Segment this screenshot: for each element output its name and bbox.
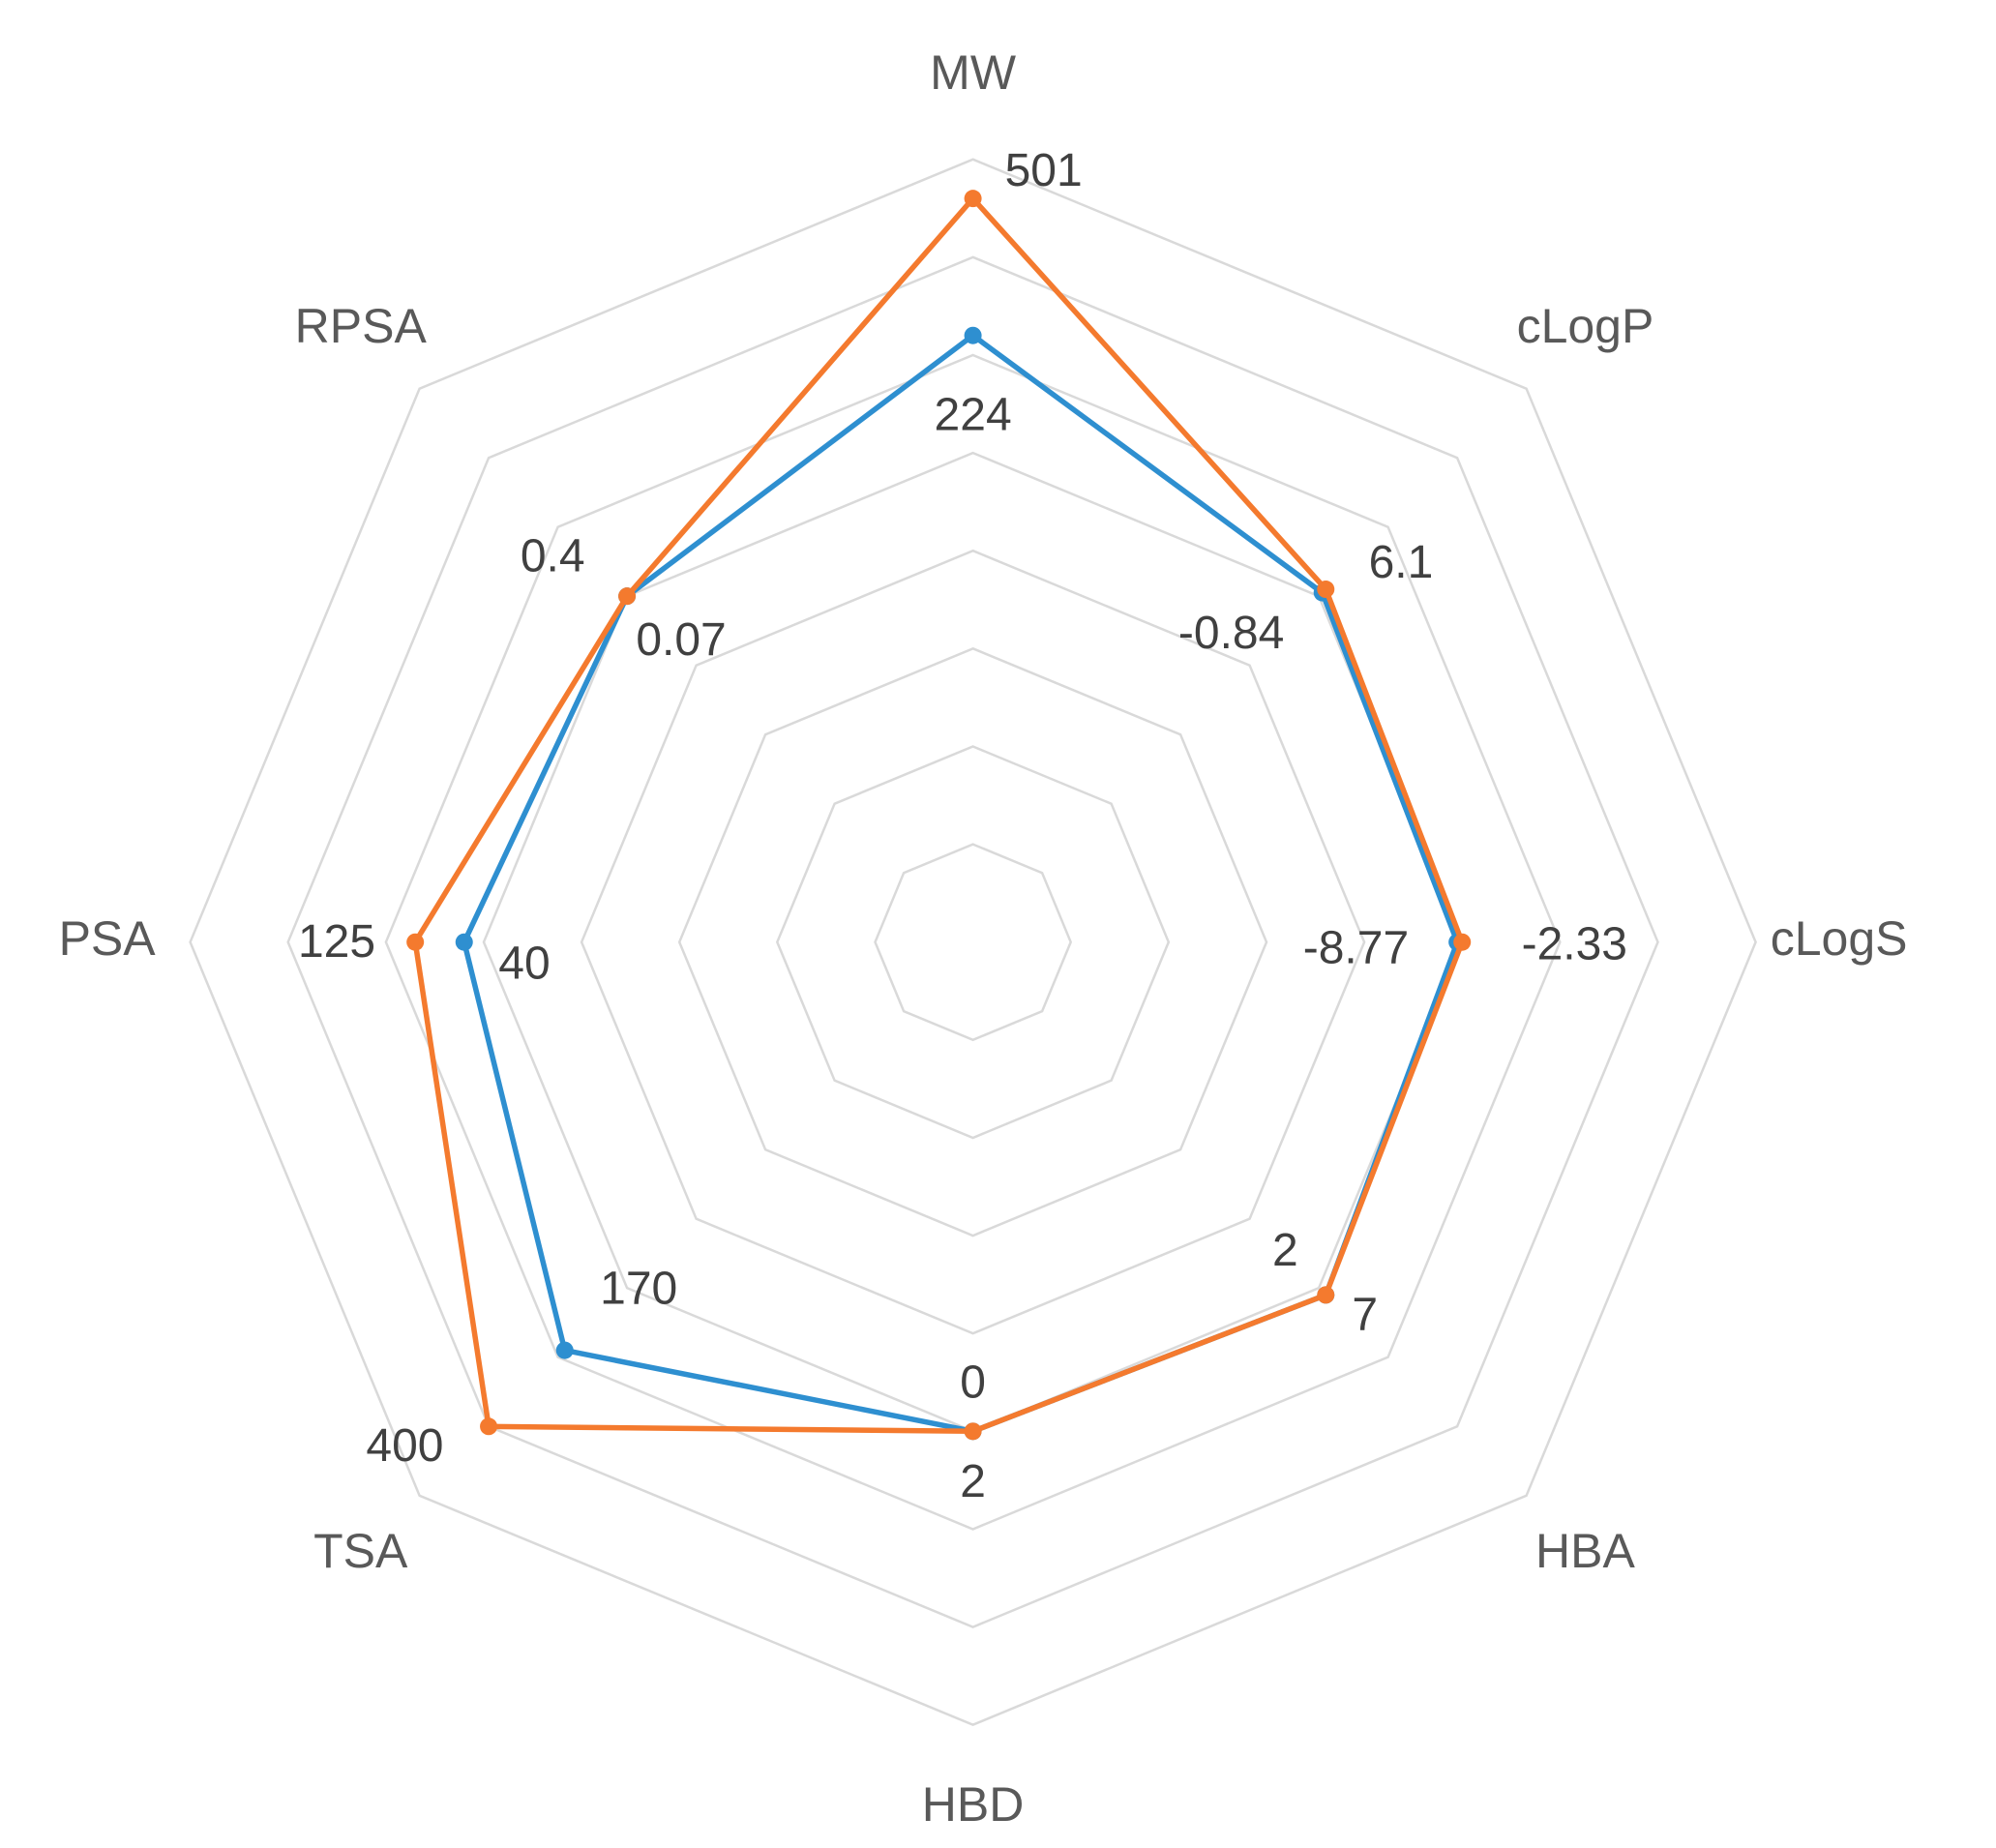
axis-label: MW bbox=[930, 45, 1017, 100]
range-label: 501 bbox=[1005, 145, 1083, 196]
axis-label: TSA bbox=[313, 1524, 408, 1578]
marker bbox=[964, 1422, 982, 1441]
axis-label: HBA bbox=[1535, 1524, 1635, 1578]
marker bbox=[1317, 1286, 1335, 1304]
grid-ring bbox=[286, 255, 1659, 1628]
axis-label: RPSA bbox=[295, 299, 428, 353]
grid-ring bbox=[874, 843, 1073, 1042]
axis-label: cLogS bbox=[1771, 911, 1908, 966]
grid-ring bbox=[775, 745, 1171, 1140]
range-label: -8.77 bbox=[1303, 923, 1409, 974]
marker bbox=[1317, 581, 1335, 599]
marker bbox=[406, 933, 425, 951]
axis-label: HBD bbox=[922, 1777, 1025, 1832]
range-label: -2.33 bbox=[1522, 919, 1627, 970]
range-label: 6.1 bbox=[1369, 537, 1434, 588]
marker bbox=[455, 933, 473, 951]
grid-ring bbox=[677, 646, 1268, 1237]
grid-ring bbox=[189, 158, 1757, 1727]
axis-label: cLogP bbox=[1517, 299, 1654, 353]
marker bbox=[1453, 933, 1472, 951]
range-label: 0.4 bbox=[521, 531, 585, 582]
range-label: 0.07 bbox=[636, 614, 726, 666]
marker bbox=[555, 1341, 574, 1359]
axis-label: PSA bbox=[59, 911, 157, 966]
marker bbox=[480, 1417, 498, 1436]
range-label: 400 bbox=[366, 1420, 443, 1472]
grid-ring bbox=[580, 549, 1366, 1335]
range-label: 170 bbox=[600, 1264, 677, 1315]
marker bbox=[618, 587, 637, 606]
range-label: 125 bbox=[298, 916, 375, 968]
marker bbox=[964, 190, 982, 208]
grid-ring bbox=[384, 353, 1562, 1531]
range-label: 0 bbox=[960, 1357, 986, 1409]
range-label: 2 bbox=[960, 1456, 986, 1507]
series-line bbox=[412, 195, 1465, 1435]
range-label: 2 bbox=[1272, 1225, 1298, 1276]
range-label: 40 bbox=[498, 939, 550, 990]
range-label: 224 bbox=[935, 389, 1012, 440]
range-label: -0.84 bbox=[1178, 608, 1284, 659]
range-label: 7 bbox=[1352, 1289, 1378, 1340]
marker bbox=[964, 326, 982, 344]
